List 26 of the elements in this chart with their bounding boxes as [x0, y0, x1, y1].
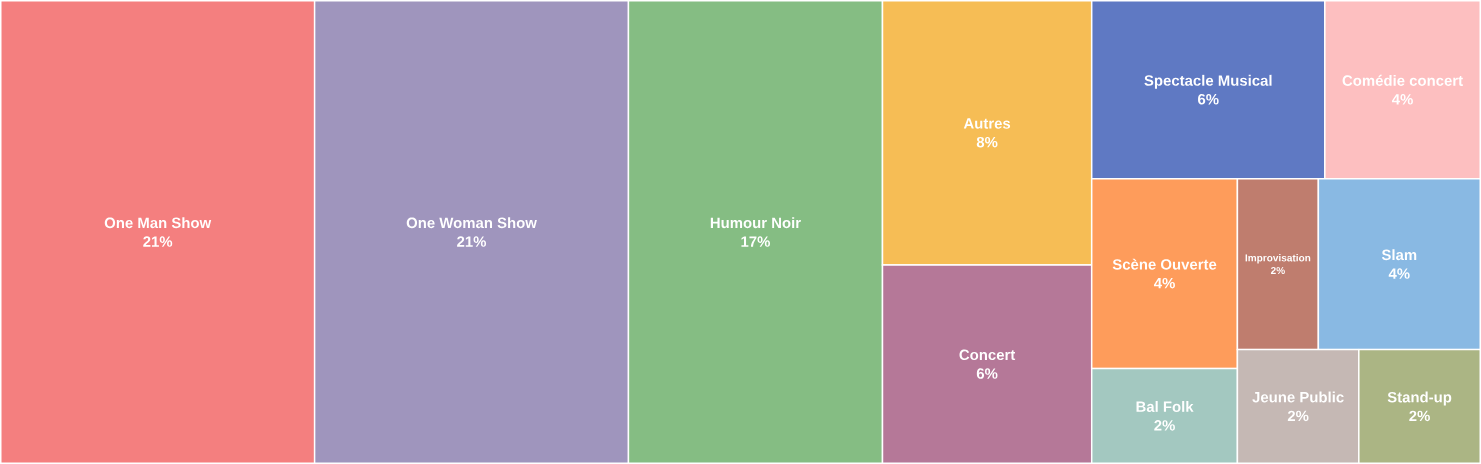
category-label: Improvisation	[1245, 254, 1311, 264]
data-label: 2%	[1154, 420, 1175, 431]
data-label: 8%	[976, 136, 998, 148]
data-label: 2%	[1270, 266, 1285, 274]
category-label: One Woman Show	[406, 217, 537, 229]
category-label: One Man Show	[104, 217, 212, 229]
category-label: Scène Ouverte	[1112, 258, 1217, 270]
data-label: 6%	[976, 368, 998, 379]
data-label: 17%	[741, 236, 770, 247]
category-label: Slam	[1381, 249, 1417, 261]
category-label: Bal Folk	[1136, 401, 1194, 412]
data-label: 4%	[1391, 94, 1413, 105]
data-label: 21%	[457, 236, 487, 247]
category-label: Spectacle Musical	[1144, 74, 1272, 89]
category-label: Comédie concert	[1342, 74, 1463, 86]
data-label: 4%	[1153, 277, 1175, 289]
category-label: Jeune Public	[1252, 391, 1344, 403]
data-label: 6%	[1198, 93, 1219, 105]
category-label: Concert	[959, 349, 1016, 361]
category-label: Autres	[963, 118, 1011, 129]
data-label: 2%	[1409, 410, 1430, 422]
data-label: 4%	[1388, 268, 1410, 279]
category-label: Humour Noir	[710, 217, 801, 229]
category-label: Stand-up	[1387, 391, 1452, 406]
data-label: 21%	[143, 236, 173, 247]
data-label: 2%	[1287, 410, 1309, 422]
